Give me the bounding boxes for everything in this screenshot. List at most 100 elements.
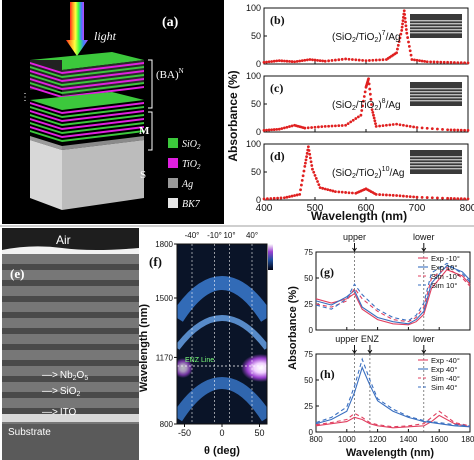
- x-tick-label: 1600: [430, 435, 448, 444]
- f-y-axis-label: Wavelength (nm): [139, 304, 150, 393]
- layer-label-nb2o5: —> Nb2O5: [42, 370, 88, 382]
- data-point: [301, 174, 305, 178]
- data-point: [295, 193, 299, 197]
- sem-layer: [2, 296, 139, 302]
- layer-stripe-left: [30, 118, 62, 130]
- sem-layer: [2, 270, 139, 280]
- data-point: [323, 125, 327, 128]
- data-point: [453, 197, 456, 200]
- data-point: [313, 58, 317, 62]
- enz-annotation: ENZ: [361, 334, 380, 344]
- legend-label-sio2: SiO2: [182, 139, 201, 151]
- data-point: [374, 193, 378, 196]
- legend-entry: Sim 10°: [431, 281, 457, 290]
- data-point: [453, 61, 456, 64]
- data-point: [354, 117, 358, 120]
- data-point: [395, 51, 398, 55]
- f-x-axis-label: θ (deg): [204, 445, 240, 457]
- sem-layer: [2, 312, 139, 318]
- layer-stripe-right: [62, 62, 144, 74]
- data-point: [388, 123, 392, 127]
- subplot-label: (g): [320, 265, 334, 279]
- lower-multilayer-block: [30, 92, 144, 150]
- data-point: [321, 186, 325, 190]
- data-point: [449, 197, 453, 200]
- data-point: [408, 49, 412, 53]
- material-legend: SiO2 TiO2 Ag BK7: [168, 138, 201, 210]
- data-point: [459, 61, 463, 65]
- data-point: [402, 123, 405, 127]
- data-point: [378, 124, 381, 128]
- data-point: [399, 32, 403, 36]
- data-point: [262, 128, 266, 132]
- series-line: [315, 266, 471, 323]
- data-point: [288, 195, 291, 199]
- data-point: [347, 57, 351, 61]
- y-tick-label: 50: [304, 376, 313, 385]
- data-point: [361, 104, 364, 108]
- data-point: [311, 167, 314, 171]
- data-point: [405, 31, 409, 35]
- layer-stripe-left: [30, 62, 62, 74]
- data-point: [351, 118, 355, 122]
- data-point: [403, 13, 407, 16]
- data-point: [340, 190, 344, 194]
- layer-stripe-left: [30, 78, 62, 90]
- sem-layer: [2, 334, 139, 344]
- data-point: [303, 165, 307, 168]
- data-point: [409, 53, 413, 57]
- layer-stripe-right: [62, 122, 144, 134]
- sem-layer: [2, 286, 139, 296]
- x-tick-label: 1800: [461, 435, 474, 444]
- data-point: [267, 128, 271, 132]
- plot-frame: [315, 251, 471, 331]
- data-point: [330, 59, 334, 62]
- data-point: [356, 115, 360, 119]
- data-point: [349, 120, 353, 124]
- data-point: [283, 126, 286, 130]
- light-beam: [70, 2, 84, 42]
- data-point: [463, 197, 466, 201]
- panel-a-schematic: light (a) ⋮ (BA)N M S: [2, 0, 224, 224]
- data-point: [413, 58, 416, 62]
- x-tick-label: 1400: [400, 435, 418, 444]
- data-point: [378, 58, 381, 62]
- data-point: [398, 194, 402, 198]
- data-point: [420, 59, 424, 63]
- y-tick-label: 800: [160, 420, 174, 429]
- data-point: [388, 193, 392, 197]
- data-point: [404, 24, 408, 28]
- data-point: [391, 193, 395, 197]
- data-point: [267, 60, 271, 64]
- data-point: [265, 60, 268, 64]
- layer-stripe-left: [30, 102, 62, 114]
- data-point: [398, 36, 402, 40]
- layer-stripe-left: [30, 86, 62, 98]
- data-point: [330, 124, 334, 128]
- data-point: [369, 97, 373, 101]
- structure-formula: (SiO2/TiO2)10/Ag: [332, 166, 404, 180]
- data-point: [300, 59, 304, 63]
- data-point: [405, 124, 409, 128]
- data-point: [270, 60, 274, 63]
- data-point: [412, 195, 415, 199]
- x-tick-label: 800: [309, 435, 323, 444]
- data-point: [459, 197, 463, 201]
- data-point: [321, 59, 325, 63]
- data-point: [270, 128, 274, 132]
- y-tick-label: 1170: [156, 353, 174, 362]
- series-line: [315, 365, 471, 428]
- lower-annotation: lower: [413, 232, 435, 242]
- data-point: [368, 59, 371, 62]
- data-point: [401, 22, 404, 26]
- air-interface: [2, 246, 139, 254]
- layer-stripe-right: [62, 74, 144, 86]
- data-point: [415, 195, 419, 199]
- data-point: [279, 196, 283, 200]
- data-point: [303, 126, 307, 130]
- annotation-arrow: [421, 345, 427, 354]
- legend-entry: Sim -10°: [431, 272, 460, 281]
- data-point: [363, 90, 367, 94]
- y-tick-label: 75: [304, 350, 313, 359]
- y-tick-label: 50: [251, 99, 261, 109]
